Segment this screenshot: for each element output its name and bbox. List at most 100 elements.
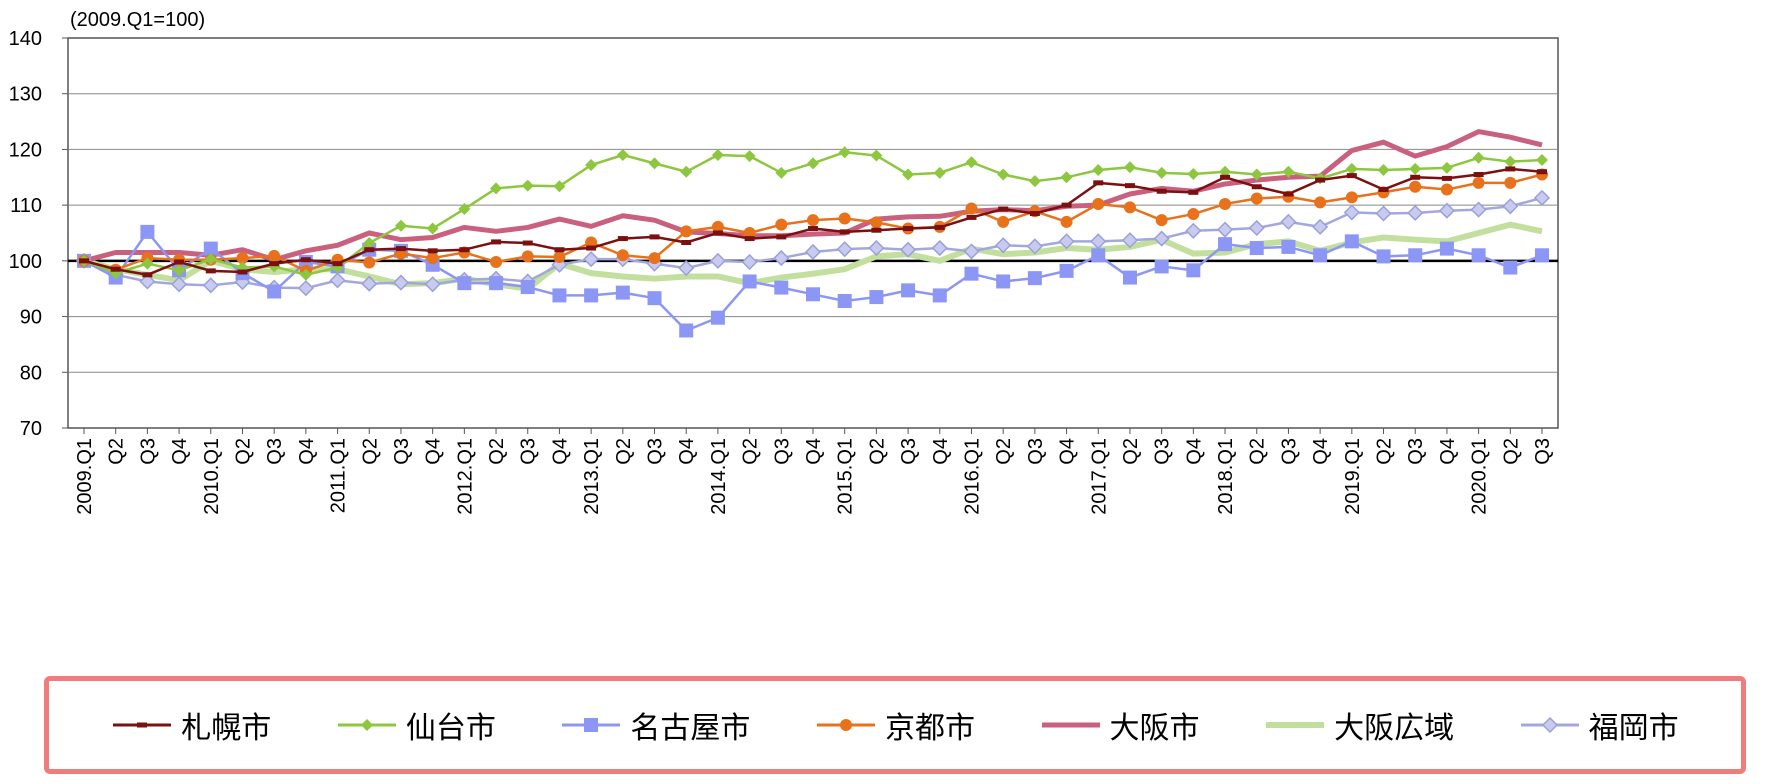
data-point — [744, 236, 755, 242]
data-point — [427, 248, 438, 254]
data-point — [1407, 204, 1424, 222]
data-point — [775, 218, 788, 231]
data-point — [1060, 171, 1073, 184]
data-point — [1408, 248, 1423, 263]
data-point — [395, 246, 406, 252]
x-tick-label: Q4 — [1183, 438, 1205, 465]
legend-marker — [360, 719, 373, 731]
data-point — [205, 268, 216, 274]
data-point — [583, 251, 600, 268]
series-1 — [78, 146, 1548, 281]
legend: 札幌市 仙台市 名古屋市 京都市 大阪市 大阪広域 福岡市 — [44, 676, 1746, 774]
data-point — [490, 182, 503, 195]
y-axis-ticks: 70 80 90 100 110 120 130 140 — [9, 28, 68, 440]
data-point — [1123, 201, 1136, 214]
data-point — [615, 285, 630, 300]
data-point — [392, 274, 410, 291]
data-point — [584, 288, 599, 303]
data-point — [1537, 169, 1547, 175]
data-point — [648, 252, 661, 265]
data-point — [520, 280, 535, 295]
legend-item: 大阪市 — [1040, 703, 1200, 747]
legend-label: 大阪市 — [1109, 711, 1200, 746]
x-tick-label: Q2 — [740, 438, 762, 465]
x-tick-label: 2015.Q1 — [835, 438, 857, 515]
data-point — [364, 247, 375, 253]
data-point — [901, 283, 916, 298]
x-tick-label: 2013.Q1 — [581, 438, 603, 515]
data-point — [363, 256, 376, 269]
data-point — [1059, 263, 1074, 278]
y-tick-label: 120 — [9, 139, 42, 161]
data-point — [839, 229, 850, 235]
data-point — [1124, 183, 1135, 189]
data-point — [1438, 202, 1455, 219]
x-tick-label: Q4 — [423, 438, 445, 465]
x-tick-label: 2009.Q1 — [74, 438, 96, 515]
data-point — [522, 240, 533, 246]
data-point — [110, 266, 121, 272]
data-point — [139, 273, 156, 290]
data-point — [1283, 191, 1294, 197]
data-point — [965, 202, 978, 215]
data-point — [1536, 154, 1548, 167]
data-point — [836, 241, 853, 258]
x-tick-label: Q3 — [1278, 438, 1300, 465]
data-point — [1092, 198, 1105, 211]
data-point — [424, 276, 441, 293]
legend-item: 京都市 — [815, 703, 975, 747]
data-point — [649, 234, 660, 240]
data-point — [1251, 184, 1262, 190]
legend-label: 名古屋市 — [630, 711, 751, 746]
data-point — [1440, 183, 1453, 196]
data-point — [585, 159, 598, 172]
data-point — [807, 157, 819, 170]
data-point — [1219, 165, 1232, 178]
data-point — [931, 239, 948, 257]
data-point — [1185, 222, 1202, 239]
y-tick-label: 110 — [10, 195, 42, 217]
legend-marker — [137, 722, 148, 728]
data-point — [1121, 232, 1139, 249]
data-point — [963, 243, 980, 260]
data-point — [1156, 188, 1167, 194]
data-point — [1533, 189, 1551, 206]
data-point — [1314, 196, 1327, 209]
series-lines — [75, 129, 1551, 338]
data-point — [1187, 167, 1200, 180]
legend-label: 福岡市 — [1588, 711, 1679, 746]
data-point — [680, 165, 693, 178]
x-tick-label: Q3 — [518, 438, 540, 465]
data-point — [616, 249, 629, 262]
x-tick-label: 2020.Q1 — [1469, 438, 1491, 515]
data-point — [680, 225, 693, 238]
data-point — [776, 234, 787, 240]
data-point — [870, 149, 883, 162]
data-point — [142, 272, 153, 278]
data-point — [1091, 248, 1106, 263]
data-point — [1028, 175, 1041, 188]
legend-item: 福岡市 — [1519, 703, 1679, 747]
data-point — [1470, 201, 1487, 218]
y-tick-label: 100 — [9, 251, 42, 273]
x-tick-label: Q2 — [1374, 438, 1396, 465]
legend-marker — [839, 719, 852, 731]
x-tick-label: Q2 — [613, 438, 635, 465]
x-tick-label: 2016.Q1 — [961, 438, 983, 515]
x-tick-label: Q2 — [106, 438, 128, 465]
data-point — [267, 284, 282, 299]
x-tick-label: Q3 — [1405, 438, 1427, 465]
data-point — [332, 261, 343, 267]
x-tick-label: Q4 — [1310, 438, 1332, 465]
data-point — [964, 266, 979, 281]
data-point — [202, 277, 219, 294]
data-point — [997, 215, 1010, 228]
data-point — [838, 212, 851, 225]
data-point — [1471, 248, 1486, 263]
data-point — [1313, 248, 1328, 263]
data-point — [1505, 166, 1516, 172]
data-point — [997, 168, 1010, 181]
data-point — [1250, 192, 1263, 205]
data-point — [1343, 204, 1360, 221]
series-0 — [79, 166, 1547, 278]
